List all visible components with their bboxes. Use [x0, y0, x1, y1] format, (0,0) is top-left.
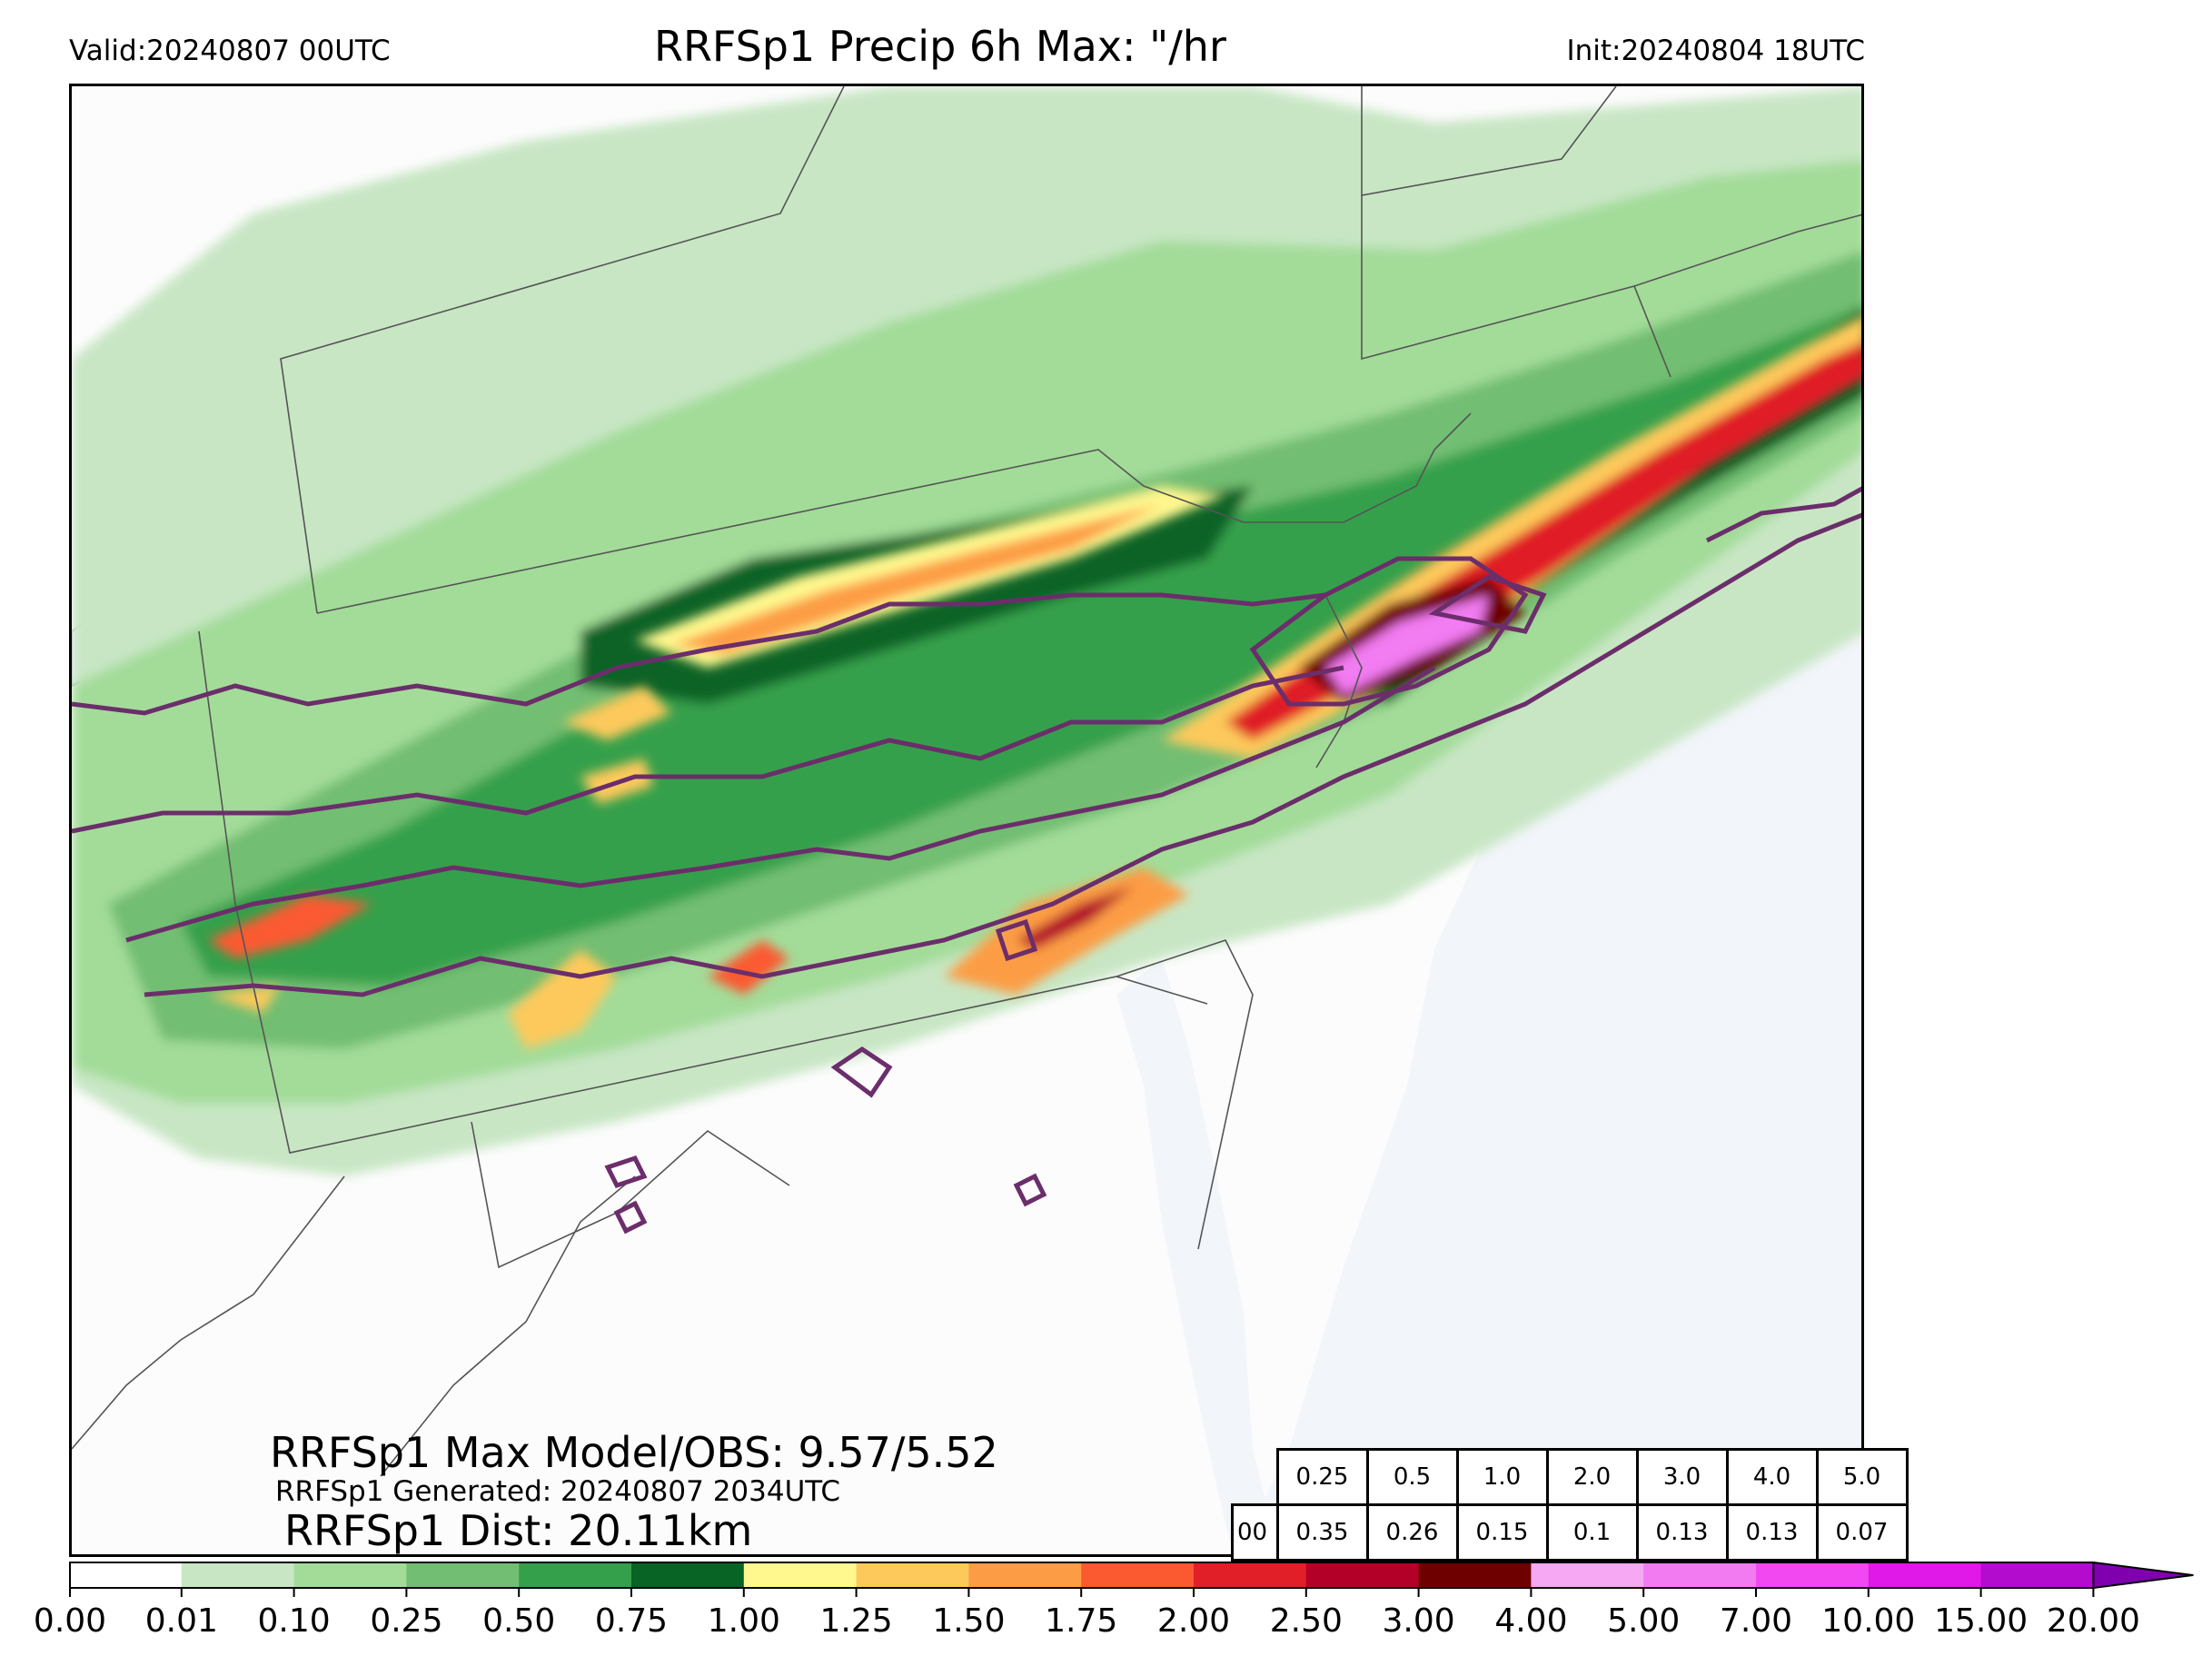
colorbar-tick-label: 15.00 [1934, 1602, 2028, 1640]
colorbar-tick-label: 4.00 [1494, 1602, 1568, 1640]
threshold-cell: 0.5 [1365, 1448, 1459, 1506]
colorbar-tick-label: 3.00 [1382, 1602, 1455, 1640]
colorbar-segment [856, 1562, 969, 1588]
colorbar-segment [1081, 1562, 1195, 1588]
colorbar-segment [69, 1562, 183, 1588]
value-cell: 0.1 [1545, 1503, 1639, 1562]
map-canvas [72, 86, 1861, 1554]
precip-map[interactable] [69, 84, 1864, 1557]
colorbar-segment [968, 1562, 1082, 1588]
threshold-cell: 5.0 [1815, 1448, 1909, 1506]
colorbar-tick-label: 0.25 [370, 1602, 443, 1640]
valid-time-label: Valid:20240807 00UTC [69, 35, 391, 67]
colorbar-segment [631, 1562, 745, 1588]
colorbar-segment [1643, 1562, 1757, 1588]
row-label-cell: 00 [1231, 1503, 1279, 1562]
colorbar [69, 1561, 2194, 1597]
colorbar-tick-label: 7.00 [1719, 1602, 1793, 1640]
colorbar-tick-label: 1.25 [819, 1602, 893, 1640]
colorbar-segment [1756, 1562, 1870, 1588]
heavy-precip-bands [208, 316, 1861, 1049]
atlantic-ocean [1236, 543, 1861, 1554]
colorbar-segment [1418, 1562, 1532, 1588]
generated-time-label: RRFSp1 Generated: 20240807 2034UTC [275, 1475, 841, 1508]
colorbar-segment [1531, 1562, 1644, 1588]
threshold-cell: 1.0 [1455, 1448, 1549, 1506]
colorbar-tick-label: 5.00 [1607, 1602, 1681, 1640]
colorbar-tick-label: 0.50 [482, 1602, 556, 1640]
value-cell: 0.26 [1365, 1503, 1459, 1562]
obs-contours [72, 486, 1861, 1235]
threshold-cell: 2.0 [1545, 1448, 1639, 1506]
colorbar-segment [293, 1562, 407, 1588]
colorbar-tick-label: 0.75 [594, 1602, 669, 1640]
threshold-cell: 3.0 [1635, 1448, 1729, 1506]
colorbar-tick-label: 10.00 [1821, 1602, 1916, 1640]
threshold-cell: 0.25 [1275, 1448, 1369, 1506]
value-cell: 0.13 [1635, 1503, 1729, 1562]
colorbar-segment [406, 1562, 520, 1588]
colorbar-tick-label: 2.00 [1156, 1602, 1231, 1640]
state-boundaries [72, 86, 1861, 1477]
value-cell: 0.15 [1455, 1503, 1549, 1562]
colorbar-segment [1868, 1562, 1982, 1588]
colorbar-segment [1194, 1562, 1307, 1588]
colorbar-tick-label: 0.01 [144, 1602, 218, 1640]
empty-corner-cell [1232, 1449, 1279, 1505]
init-time-label: Init:20240804 18UTC [1566, 35, 1865, 67]
max-model-obs-label: RRFSp1 Max Model/OBS: 9.57/5.52 [270, 1428, 998, 1477]
colorbar-segment [743, 1562, 858, 1588]
threshold-table: 0.25 0.5 1.0 2.0 3.0 4.0 5.0 00 0.35 0.2… [1231, 1448, 1909, 1562]
colorbar-tick-label: 0.00 [33, 1602, 107, 1640]
colorbar-tick-label: 1.00 [707, 1602, 780, 1640]
colorbar-tick-label: 20.00 [2046, 1602, 2140, 1640]
colorbar-extend-arrow [2092, 1561, 2194, 1590]
colorbar-tick-label: 1.50 [932, 1602, 1006, 1640]
colorbar-tick-label: 0.10 [257, 1602, 331, 1640]
colorbar-segment [1980, 1562, 2094, 1588]
value-cell: 0.35 [1275, 1503, 1369, 1562]
threshold-header-row: 0.25 0.5 1.0 2.0 3.0 4.0 5.0 [1232, 1448, 1909, 1506]
colorbar-segment [181, 1562, 295, 1588]
colorbar-tick-label: 2.50 [1269, 1602, 1343, 1640]
threshold-cell: 4.0 [1725, 1448, 1819, 1506]
distance-label: RRFSp1 Dist: 20.11km [284, 1506, 753, 1555]
chesapeake-bay [1116, 958, 1279, 1554]
map-title: RRFSp1 Precip 6h Max: "/hr [654, 22, 1226, 71]
threshold-value-row: 00 0.35 0.26 0.15 0.1 0.13 0.13 0.07 [1231, 1503, 1909, 1562]
colorbar-segment [519, 1562, 632, 1588]
value-cell: 0.13 [1725, 1503, 1819, 1562]
colorbar-segment [1305, 1562, 1420, 1588]
colorbar-tick-label: 1.75 [1045, 1602, 1118, 1640]
value-cell: 0.07 [1815, 1503, 1909, 1562]
